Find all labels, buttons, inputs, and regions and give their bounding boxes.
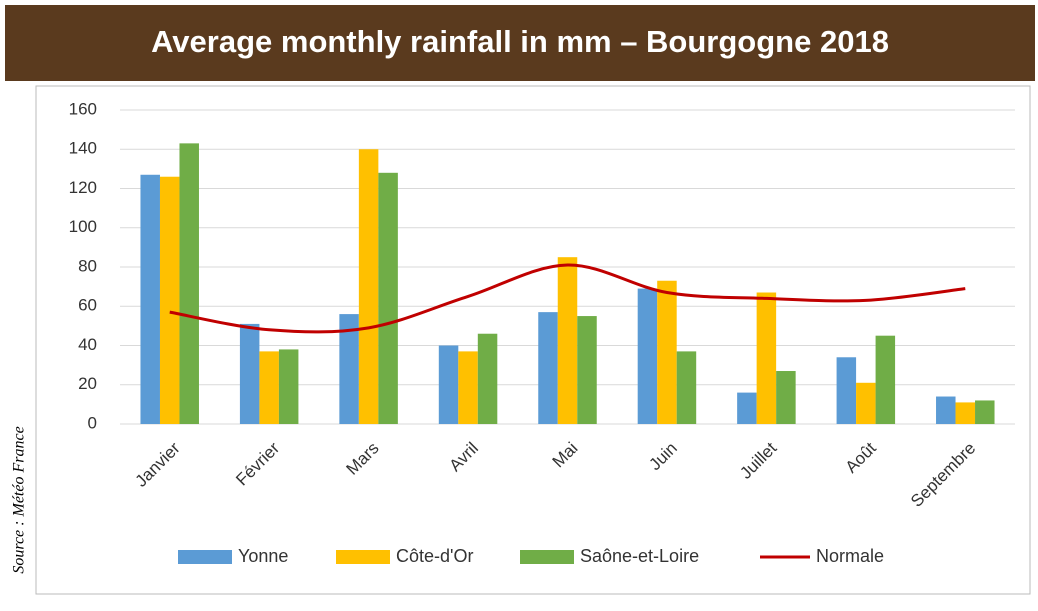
bar xyxy=(358,149,379,424)
y-tick-label: 20 xyxy=(78,374,97,393)
bar xyxy=(856,382,876,424)
y-tick-label: 160 xyxy=(69,99,97,118)
bar xyxy=(179,143,199,425)
x-tick-label: Juillet xyxy=(736,438,780,482)
legend-label: Yonne xyxy=(238,546,288,566)
y-tick-label: 120 xyxy=(69,178,97,197)
bar xyxy=(458,351,478,424)
bar xyxy=(140,174,160,424)
bar xyxy=(278,349,299,424)
y-tick-label: 80 xyxy=(78,256,97,275)
y-tick-label: 100 xyxy=(69,217,97,236)
source-note: Source : Météo France xyxy=(11,426,28,573)
bar xyxy=(657,280,677,424)
bar xyxy=(776,371,796,424)
bar xyxy=(477,333,498,424)
bar xyxy=(159,176,180,424)
bar xyxy=(955,402,976,424)
x-tick-label: Février xyxy=(232,438,283,489)
x-tick-label: Mars xyxy=(342,439,382,479)
x-tick-label: Avril xyxy=(445,439,482,476)
y-tick-label: 60 xyxy=(78,296,97,315)
x-tick-label: Juin xyxy=(645,439,680,474)
legend-swatch xyxy=(336,550,390,564)
legend-swatch xyxy=(178,550,232,564)
legend-label: Saône-et-Loire xyxy=(580,546,699,566)
legend-label: Côte-d'Or xyxy=(396,546,473,566)
bar xyxy=(756,292,777,424)
y-tick-label: 40 xyxy=(78,335,97,354)
bar xyxy=(538,312,558,424)
bar xyxy=(975,400,995,424)
bar xyxy=(339,314,359,424)
chart-frame xyxy=(35,85,1031,595)
x-tick-label: Mai xyxy=(549,439,582,472)
x-tick-label: Août xyxy=(842,438,880,476)
bar xyxy=(557,257,578,424)
bar xyxy=(378,172,398,424)
bar xyxy=(577,316,597,424)
y-tick-label: 0 xyxy=(88,413,97,432)
bar xyxy=(676,351,697,424)
bar xyxy=(259,351,279,424)
bar xyxy=(737,392,757,424)
legend-swatch xyxy=(520,550,574,564)
title-banner xyxy=(5,5,1035,81)
bar xyxy=(239,323,260,424)
y-tick-label: 140 xyxy=(69,139,97,158)
legend-label: Normale xyxy=(816,546,884,566)
bar xyxy=(637,288,658,424)
x-tick-label: Septembre xyxy=(907,439,979,511)
x-tick-label: Janvier xyxy=(132,438,184,490)
chart-title: Average monthly rainfall in mm – Bourgog… xyxy=(151,24,889,59)
bar xyxy=(438,345,459,424)
bar xyxy=(875,335,896,424)
bar xyxy=(936,396,956,424)
line xyxy=(169,263,966,334)
bar xyxy=(836,357,857,424)
